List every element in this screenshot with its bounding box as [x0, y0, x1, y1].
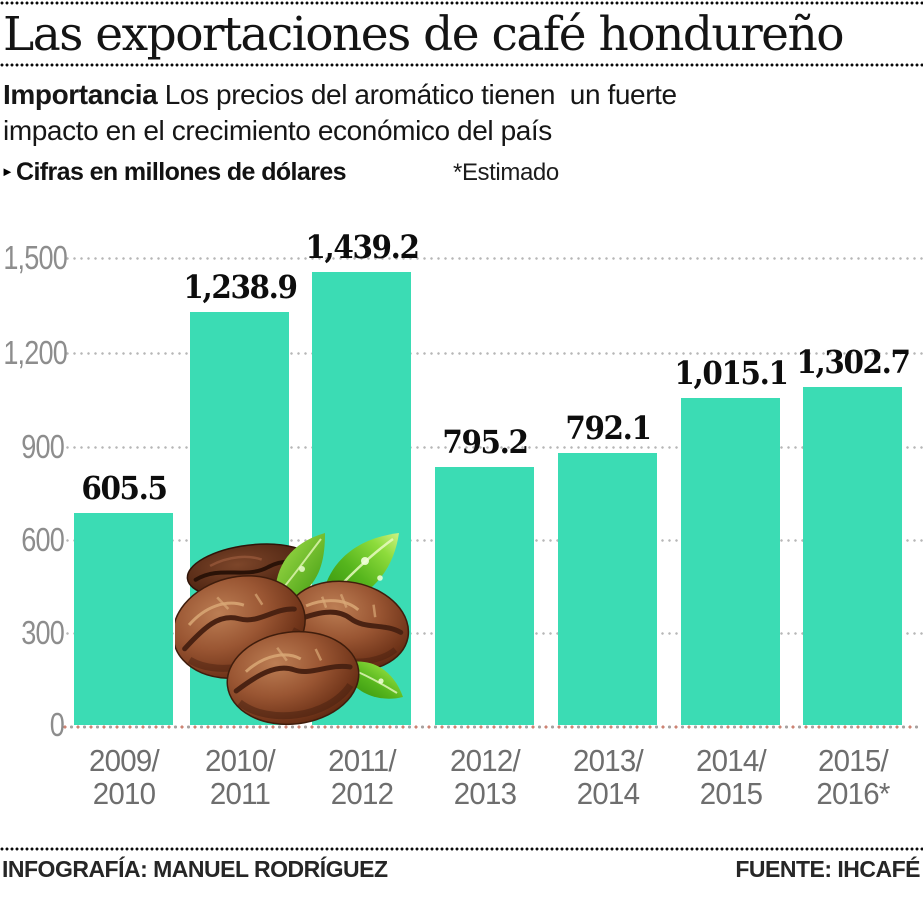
bar-value-label: 605.5	[80, 469, 168, 507]
lead-paragraph: Importancia Los precios del aromático ti…	[3, 77, 853, 149]
footer-dotted-rule	[0, 847, 923, 851]
y-tick-label: 600	[21, 521, 65, 558]
y-gridline	[66, 257, 923, 260]
y-tick-label: 0	[49, 706, 65, 743]
coffee-bean-bottom	[226, 630, 360, 726]
infographic-credit: INFOGRAFÍA: MANUEL RODRÍGUEZ	[2, 856, 388, 882]
units-note: Cifras en millones de dólares	[16, 158, 347, 186]
bar-value-label: 1,015.1	[673, 354, 789, 392]
category-label: 2014/ 2015	[695, 743, 767, 811]
bar	[803, 387, 902, 725]
bullet-arrow-icon: ►	[1, 164, 14, 179]
bar	[435, 467, 534, 725]
x-axis-baseline	[63, 725, 920, 729]
y-tick-label: 900	[21, 428, 65, 465]
y-gridline	[66, 352, 923, 355]
page-title: Las exportaciones de café hondureño	[3, 7, 845, 62]
lead-text: Los precios del aromático tienen un fuer…	[3, 79, 677, 146]
bar-value-label: 1,302.7	[795, 343, 911, 381]
top-dotted-rule	[0, 1, 923, 5]
title-dotted-rule	[0, 63, 923, 67]
category-label: 2009/ 2010	[88, 743, 160, 811]
bar-value-label: 1,439.2	[304, 228, 420, 266]
source-note: FUENTE: IHCAFÉ	[735, 856, 920, 882]
category-label: 2011/ 2012	[327, 743, 396, 811]
lead-label: Importancia	[3, 79, 158, 110]
y-tick-label: 1,500	[3, 239, 67, 276]
meta-row: ► Cifras en millones de dólares *Estimad…	[0, 158, 923, 188]
category-label: 2012/ 2013	[449, 743, 521, 811]
coffee-beans-illustration	[175, 533, 410, 726]
bar-value-label: 1,238.9	[182, 268, 298, 306]
bar	[74, 513, 173, 725]
bar-value-label: 795.2	[441, 423, 529, 461]
bar	[681, 398, 780, 725]
bar	[558, 453, 657, 725]
estimate-note: *Estimado	[453, 159, 559, 186]
y-tick-label: 1,200	[3, 334, 67, 371]
bar-value-label: 792.1	[564, 409, 652, 447]
category-label: 2013/ 2014	[572, 743, 644, 811]
y-gridline	[66, 446, 923, 449]
category-label: 2010/ 2011	[204, 743, 276, 811]
category-label: 2015/ 2016*	[815, 743, 890, 811]
y-tick-label: 300	[21, 614, 65, 651]
